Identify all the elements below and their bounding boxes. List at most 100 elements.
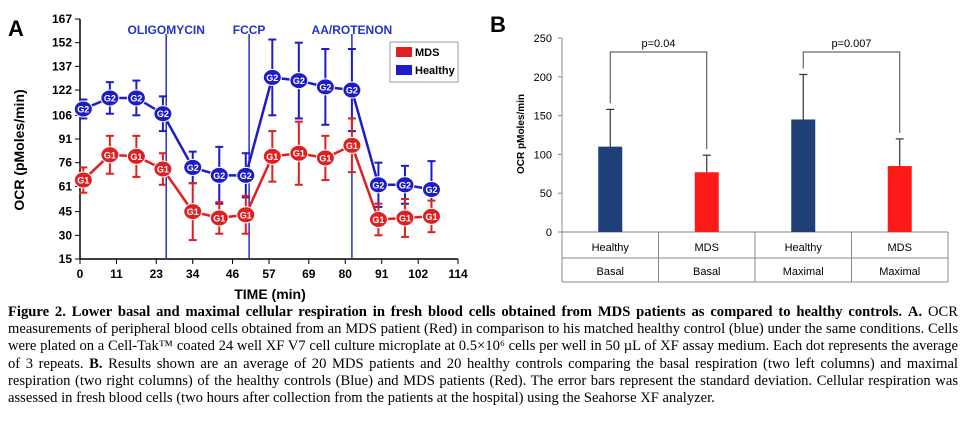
data-point-marker-healthy: G2: [130, 93, 142, 103]
data-point-marker-healthy: G2: [213, 171, 225, 181]
legend-label-healthy: Healthy: [415, 65, 456, 77]
caption-b-text: Results shown are an average of 20 MDS p…: [8, 355, 958, 407]
caption-a-label: A.: [907, 304, 923, 320]
category-condition-label: Maximal: [783, 266, 824, 278]
data-point-mds: [209, 209, 229, 227]
data-point-mds: [342, 136, 362, 154]
data-point-marker-healthy: G2: [293, 76, 305, 86]
injection-label: OLIGOMYCIN: [128, 23, 205, 37]
panel-a-x-tick-label: 34: [186, 267, 200, 281]
data-point-marker-healthy: G2: [266, 73, 278, 83]
data-point-marker-healthy: G2: [346, 86, 358, 96]
data-point-marker-mds: G1: [425, 212, 437, 222]
data-point-marker-mds: G1: [104, 150, 116, 160]
panel-b-y-tick-label: 100: [534, 149, 552, 161]
panel-a-axes: 15 30 45 61 76 91 106 122 137 152 167 0 11 23 34 46 57 69…: [52, 12, 468, 281]
category-group-label: Healthy: [785, 242, 823, 254]
panel-a-x-tick-label: 102: [408, 267, 428, 281]
category-group-label: Healthy: [592, 242, 630, 254]
caption-a-text: OCR measurements of peripheral blood cel…: [8, 304, 958, 372]
significance-bracket: [802, 51, 901, 133]
data-point-mds: [421, 207, 441, 225]
category-condition-label: Maximal: [879, 266, 920, 278]
panel-a-label: A: [8, 16, 24, 41]
data-point-healthy: [153, 105, 173, 123]
bar-mds-basal: [694, 172, 719, 232]
panel-b-annotations: p=0.04 p=0.007: [609, 38, 901, 150]
data-point-healthy: [342, 81, 362, 99]
injection-label: AA/ROTENON: [312, 23, 393, 37]
data-point-marker-mds: G1: [157, 165, 169, 175]
data-point-healthy: [183, 158, 203, 176]
data-point-mds: [395, 209, 415, 227]
panel-b-y-tick-label: 50: [540, 188, 552, 200]
data-point-marker-mds: G1: [130, 152, 142, 162]
data-point-marker-healthy: G2: [372, 180, 384, 190]
panel-b-category-table: Healthy Basal MDS Basal Healthy Maximal MDS Max…: [561, 232, 949, 283]
panel-b-axes: 0 50 100 150 200 250: [534, 33, 948, 239]
data-point-mds: [315, 149, 335, 167]
data-point-mds: [183, 203, 203, 221]
data-point-mds: [262, 147, 282, 165]
panel-b-y-tick-label: 200: [534, 72, 552, 84]
data-point-marker-healthy: G2: [157, 109, 169, 119]
data-point-marker-mds: G1: [213, 213, 225, 223]
panel-b-y-tick-label: 150: [534, 111, 552, 123]
data-point-marker-mds: G1: [187, 207, 199, 217]
panel-b-label: B: [490, 12, 506, 37]
panel-a-y-tick-label: 122: [52, 83, 72, 97]
figure-caption: Figure 2. Lower basal and maximal cellul…: [8, 304, 958, 407]
panel-a-x-tick-label: 114: [448, 267, 468, 281]
data-point-marker-mds: G1: [372, 215, 384, 225]
panel-a-x-tick-label: 91: [375, 267, 389, 281]
panel-a-x-tick-label: 69: [302, 267, 316, 281]
panel-b-bars: [598, 73, 912, 232]
data-point-marker-healthy: G2: [187, 163, 199, 173]
category-condition-label: Basal: [693, 266, 721, 278]
panel-a-y-tick-label: 91: [59, 132, 73, 146]
caption-b-label: B.: [89, 355, 103, 372]
data-point-marker-healthy: G2: [399, 180, 411, 190]
legend-swatch-mds: [396, 47, 412, 57]
panel-b-y-tick-label: 0: [546, 227, 552, 239]
data-point-healthy: [236, 166, 256, 184]
data-point-marker-mds: G1: [399, 213, 411, 223]
significance-label: p=0.04: [642, 38, 676, 50]
panel-a-ylabel: OCR (pMoles/min): [11, 89, 27, 210]
significance-bracket: [609, 51, 708, 150]
data-point-marker-mds: G1: [346, 141, 358, 151]
data-point-healthy: [315, 78, 335, 96]
data-point-mds: [153, 160, 173, 178]
legend-swatch-healthy: [396, 65, 412, 75]
data-point-mds: [289, 144, 309, 162]
data-point-healthy: [368, 176, 388, 194]
data-point-healthy: [421, 181, 441, 199]
bar-healthy-basal: [598, 146, 623, 232]
category-group-label: MDS: [888, 242, 912, 254]
data-point-mds: [126, 147, 146, 165]
bar-mds-maximal: [887, 166, 912, 232]
panel-a-x-tick-label: 23: [150, 267, 164, 281]
category-group-label: MDS: [695, 242, 719, 254]
panel-a-y-tick-label: 106: [52, 108, 72, 122]
data-point-marker-healthy: G2: [319, 82, 331, 92]
panel-a-x-tick-label: 11: [110, 267, 123, 281]
data-point-marker-mds: G1: [240, 210, 252, 220]
panel-a-y-tick-label: 152: [52, 36, 72, 50]
panel-a-y-tick-label: 137: [52, 59, 72, 73]
significance-label: p=0.007: [831, 38, 871, 50]
data-point-marker-mds: G1: [266, 152, 278, 162]
panel-a-series: G2 G2 G2 G2 G2 G2 G2 G2 G2 G2 G2 G2 G2 G2 G1 G1 G1 G1 G1 G1…: [73, 38, 441, 242]
data-point-marker-healthy: G2: [425, 185, 437, 195]
data-point-mds: [236, 206, 256, 224]
panel-a-y-tick-label: 167: [52, 12, 72, 26]
data-point-healthy: [289, 72, 309, 90]
data-point-marker-healthy: G2: [77, 105, 89, 115]
panel-a-y-tick-label: 45: [59, 205, 73, 219]
data-point-healthy: [126, 89, 146, 107]
panel-a-y-tick-label: 61: [59, 179, 73, 193]
bar-healthy-maximal: [791, 119, 816, 232]
data-point-marker-healthy: G2: [240, 171, 252, 181]
data-point-healthy: [262, 68, 282, 86]
